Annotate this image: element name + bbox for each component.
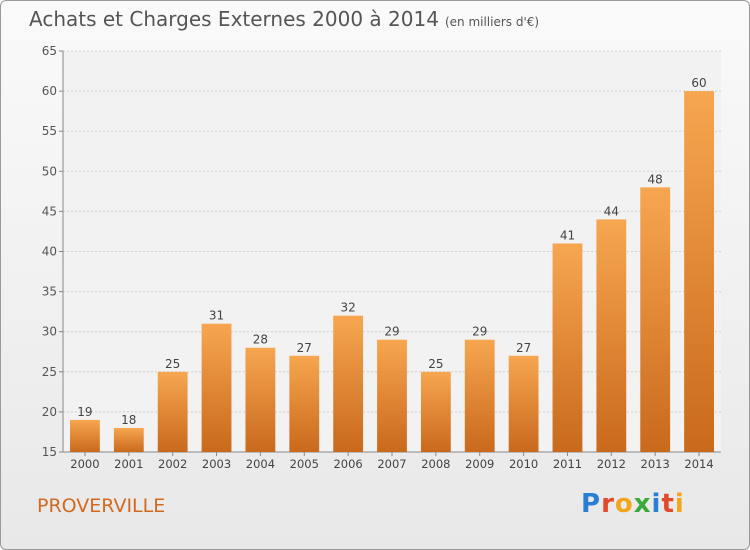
- bar: [289, 355, 320, 452]
- chart-title: Achats et Charges Externes 2000 à 2014 (e…: [29, 7, 539, 31]
- bar: [245, 347, 276, 452]
- x-tick-label: 2008: [421, 457, 450, 471]
- bar: [157, 371, 188, 452]
- x-tick-label: 2012: [597, 457, 626, 471]
- bar-value-label: 25: [428, 357, 443, 371]
- x-tick-label: 2014: [684, 457, 713, 471]
- bar: [420, 371, 451, 452]
- x-tick-label: 2006: [333, 457, 362, 471]
- bar: [464, 339, 495, 452]
- x-tick-label: 2005: [290, 457, 319, 471]
- bar-value-label: 29: [472, 325, 487, 339]
- y-tick-label: 55: [42, 124, 57, 138]
- bar-value-label: 19: [77, 405, 92, 419]
- bar: [201, 323, 232, 452]
- bar: [508, 355, 539, 452]
- bar-value-label: 18: [121, 413, 136, 427]
- y-tick-label: 35: [42, 285, 57, 299]
- bar-value-label: 60: [691, 76, 706, 90]
- bar-value-label: 28: [253, 333, 268, 347]
- commune-name: PROVERVILLE: [37, 495, 166, 517]
- y-tick-label: 20: [42, 405, 57, 419]
- y-tick-label: 25: [42, 365, 57, 379]
- bar-value-label: 29: [384, 325, 399, 339]
- y-tick-label: 65: [42, 44, 57, 58]
- title-text: Achats et Charges Externes 2000 à 2014: [29, 7, 439, 31]
- x-tick-label: 2013: [641, 457, 670, 471]
- x-tick-label: 2001: [114, 457, 143, 471]
- y-tick-label: 40: [42, 245, 57, 259]
- bar: [70, 419, 100, 452]
- y-tick-label: 45: [42, 204, 57, 218]
- x-tick-label: 2009: [465, 457, 494, 471]
- bar: [377, 339, 407, 452]
- proxiti-logo: Proxiti: [581, 489, 685, 519]
- bar-value-label: 48: [648, 172, 663, 186]
- x-tick-label: 2004: [246, 457, 275, 471]
- x-tick-label: 2011: [553, 457, 582, 471]
- x-tick-label: 2007: [377, 457, 406, 471]
- x-tick-label: 2002: [158, 457, 187, 471]
- bar: [684, 91, 714, 452]
- bar-value-label: 27: [297, 341, 312, 355]
- bar: [596, 219, 627, 452]
- bar: [640, 187, 671, 452]
- y-tick-label: 30: [42, 325, 57, 339]
- bar: [333, 315, 364, 452]
- x-tick-label: 2003: [202, 457, 231, 471]
- bar-value-label: 25: [165, 357, 180, 371]
- bar: [113, 427, 144, 452]
- bar-value-label: 32: [340, 301, 355, 315]
- y-tick-label: 15: [42, 445, 57, 459]
- x-tick-label: 2000: [70, 457, 99, 471]
- x-tick-label: 2010: [509, 457, 538, 471]
- unit-label: (en milliers d'€): [444, 15, 540, 29]
- bar-value-label: 41: [560, 228, 575, 242]
- y-tick-label: 60: [42, 84, 57, 98]
- bar-value-label: 31: [209, 309, 224, 323]
- bar-value-label: 44: [604, 204, 619, 218]
- bar-value-label: 27: [516, 341, 531, 355]
- bar: [552, 243, 583, 452]
- y-tick-label: 50: [42, 164, 57, 178]
